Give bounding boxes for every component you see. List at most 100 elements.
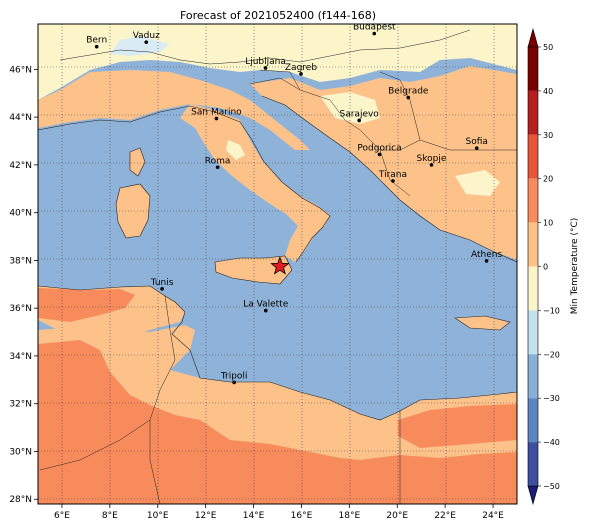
central-europe-warm-region (38, 70, 310, 150)
sicily-warm-region (215, 256, 292, 284)
map-frame (37, 23, 518, 505)
city-sofia: Sofia (466, 137, 488, 150)
crete-warm-region (455, 316, 510, 330)
colorbar-tick-label: −20 (543, 350, 560, 359)
y-tick-label: 38°N (9, 256, 32, 266)
city-label: Budapest (353, 23, 396, 33)
city-label: Bern (86, 36, 107, 46)
colorbar-tick-label: 40 (543, 87, 553, 96)
colorbar-tick-label: 50 (543, 43, 553, 52)
italy-mild-patch (226, 140, 245, 160)
city-dot (406, 95, 411, 100)
colorbar-tick-label: 30 (543, 131, 553, 140)
city-bern: Bern (86, 36, 107, 49)
city-dot (372, 31, 377, 36)
tunisia-hot-region (38, 288, 135, 322)
y-tick-label: 30°N (9, 447, 32, 457)
y-tick-label: 46°N (9, 65, 32, 75)
x-tick-label: 8°E (102, 511, 118, 521)
city-dot (263, 66, 268, 70)
city-zagreb: Zagreb (285, 63, 317, 76)
colorbar-tick-label: −40 (543, 438, 560, 447)
colorbar-segment (528, 178, 538, 223)
y-axis-ticks: 28°N 30°N 32°N 34°N 36°N 38°N 40°N 42°N 44°N 46°N (9, 65, 38, 505)
colorbar-segment (528, 266, 538, 311)
city-belgrade: Belgrade (388, 87, 429, 100)
colorbar-extend-bottom (527, 485, 539, 506)
city-label: Tripoli (220, 371, 248, 381)
figure-title: Forecast of 2021052400 (f144-168) (180, 9, 376, 22)
x-tick-label: 10°E (147, 511, 169, 521)
city-tunis: Tunis (150, 278, 174, 291)
colorbar: −50 −40 −30 −20 −10 0 10 20 30 40 50 (527, 27, 560, 506)
turkey-warm-region (498, 115, 517, 200)
y-tick-label: 36°N (9, 304, 32, 314)
city-dot (357, 118, 361, 123)
city-athens: Athens (471, 250, 502, 263)
y-tick-label: 40°N (9, 209, 32, 219)
x-tick-label: 14°E (243, 511, 265, 521)
city-label: Athens (471, 250, 502, 260)
colorbar-tick-label: 10 (543, 219, 553, 228)
colorbar-extend-top (527, 27, 539, 48)
city-label: Ljubljana (245, 57, 286, 67)
city-dot (232, 380, 236, 385)
colorbar-tick-label: −30 (543, 394, 560, 403)
city-dot (144, 40, 149, 44)
city-dot (429, 163, 434, 167)
city-label: Vaduz (133, 31, 160, 41)
city-san-marino: San Marino (191, 108, 242, 121)
city-label: Sarajevo (340, 109, 380, 119)
city-dot (214, 116, 219, 121)
greece-mild-patch (455, 170, 500, 196)
coastlines (38, 95, 517, 421)
city-dot (299, 72, 303, 76)
egypt-hot-region (398, 404, 517, 448)
city-label: Belgrade (388, 87, 429, 97)
star-marker-icon (270, 256, 290, 275)
city-tirana: Tirana (378, 170, 407, 183)
colorbar-tick-label: 20 (543, 175, 553, 184)
colorbar-tick-label: −50 (543, 482, 560, 491)
city-podgorica: Podgorica (357, 143, 402, 157)
colorbar-segment (528, 398, 538, 443)
city-label: Zagreb (285, 63, 317, 73)
city-la-valette: La Valette (243, 300, 289, 313)
x-tick-label: 22°E (434, 511, 456, 521)
city-dot (391, 179, 395, 183)
city-dot (484, 259, 489, 263)
city-sarajevo: Sarajevo (340, 109, 380, 123)
city-dot (215, 165, 220, 170)
city-label: Podgorica (357, 143, 401, 153)
city-label: Sofia (466, 137, 488, 147)
x-tick-label: 18°E (339, 511, 361, 521)
city-label: Roma (205, 156, 231, 166)
city-label: Skopje (417, 154, 447, 164)
colorbar-segment (528, 310, 538, 355)
colorbar-tick-label: −10 (543, 306, 560, 315)
city-dot (160, 287, 164, 291)
colorbar-label: Min Temperature (°C) (570, 218, 580, 315)
city-skopje: Skopje (417, 154, 447, 167)
alps-cool-region (110, 36, 170, 56)
sardinia-warm-region (116, 184, 150, 238)
colorbar-segment (528, 222, 538, 267)
city-roma: Roma (205, 156, 231, 170)
city-label: Tunis (150, 278, 174, 288)
city-label: Tirana (378, 170, 407, 180)
city-ljubljana: Ljubljana (245, 57, 286, 70)
y-tick-label: 34°N (9, 352, 32, 362)
event-marker-layer (270, 256, 290, 275)
colorbar-segment (528, 134, 538, 179)
colorbar-segment (528, 442, 538, 486)
city-tripoli: Tripoli (220, 371, 248, 385)
lat-lon-gridlines (38, 24, 517, 504)
x-tick-label: 6°E (54, 511, 70, 521)
city-dot (377, 152, 382, 157)
x-tick-label: 24°E (482, 511, 504, 521)
city-dot (263, 308, 268, 313)
y-tick-label: 28°N (9, 495, 32, 505)
colorbar-segment (528, 47, 538, 91)
